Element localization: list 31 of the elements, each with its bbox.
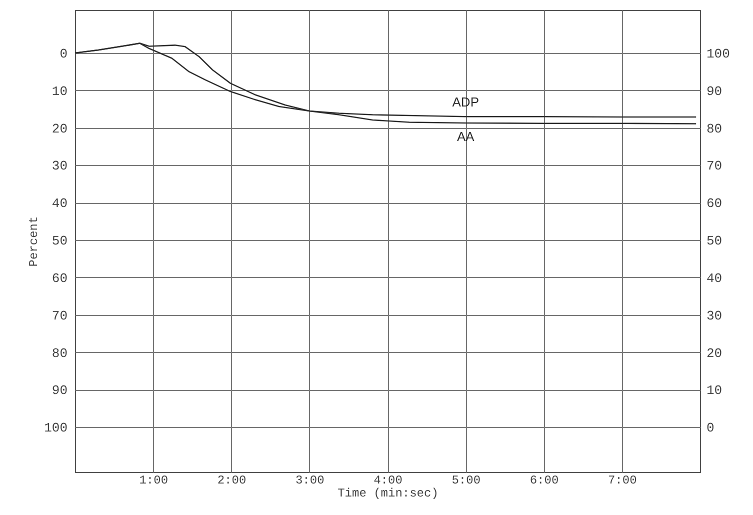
y-tick-label: 70 <box>52 308 68 324</box>
y-axis-title: Percent <box>27 216 42 267</box>
x-tick-label: 1:00 <box>139 474 168 488</box>
x-tick-label: 2:00 <box>217 474 246 488</box>
y2-tick-label: 0 <box>706 420 714 436</box>
y2-tick-label: 40 <box>706 270 722 286</box>
x-tick-label: 3:00 <box>295 474 324 488</box>
y2-tick-label: 10 <box>706 383 722 398</box>
y2-tick-label: 50 <box>706 234 722 249</box>
y-tick-label: 80 <box>52 346 68 361</box>
x-tick-label: 4:00 <box>374 474 402 488</box>
y-tick-label: 50 <box>52 234 68 249</box>
y2-tick-label: 90 <box>706 84 722 99</box>
x-tick-label: 5:00 <box>452 474 481 488</box>
y2-tick-label: 70 <box>706 158 722 174</box>
y2-tick-label: 60 <box>706 196 722 212</box>
y-tick-label: 20 <box>52 121 68 136</box>
y-tick-label: 10 <box>52 84 68 99</box>
y2-tick-label: 20 <box>706 346 722 361</box>
x-tick-label: 6:00 <box>530 474 559 488</box>
y-tick-label: 30 <box>52 158 68 174</box>
y-tick-label: 90 <box>52 383 68 398</box>
y-tick-label: 40 <box>52 196 68 212</box>
y2-tick-label: 30 <box>706 308 722 324</box>
x-tick-label: 7:00 <box>608 474 637 488</box>
x-axis-title: Time (min:sec) <box>338 486 438 500</box>
y-tick-label: 60 <box>52 270 68 286</box>
y-tick-label: 100 <box>44 420 68 436</box>
y-tick-label: 0 <box>60 46 68 62</box>
y2-tick-label: 100 <box>706 46 730 62</box>
y2-tick-label: 80 <box>706 121 722 136</box>
